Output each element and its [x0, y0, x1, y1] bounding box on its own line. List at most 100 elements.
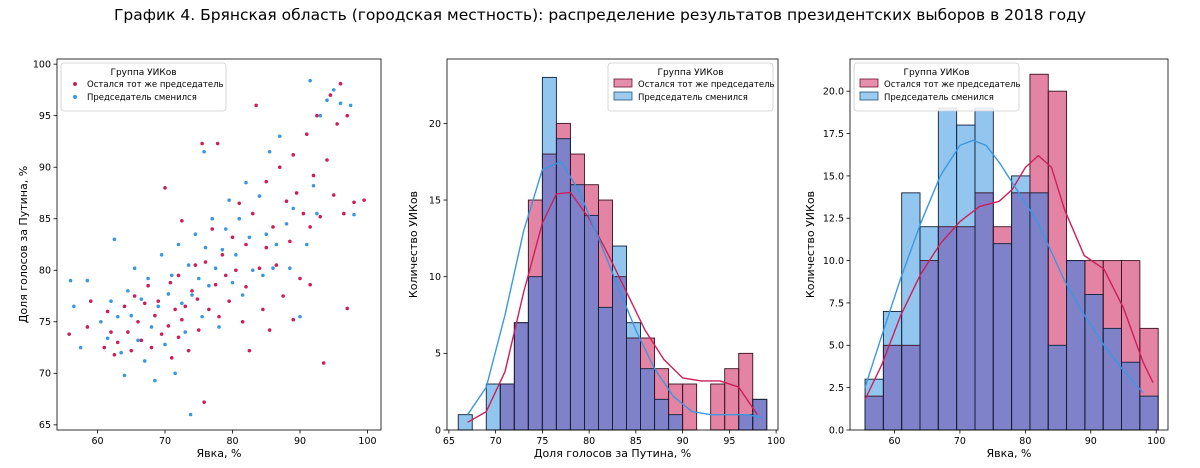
scatter-point-same	[264, 245, 269, 250]
scatter-point-same	[321, 361, 326, 365]
x-tick-label: 90	[1085, 436, 1097, 447]
bar-overlap	[612, 276, 627, 430]
scatter-point-changed	[250, 268, 255, 273]
bar-overlap	[738, 414, 753, 430]
scatter-point-same	[102, 345, 107, 350]
y-tick-label: 20	[429, 119, 441, 130]
scatter-point-changed	[217, 325, 221, 329]
legend-marker	[73, 82, 77, 86]
scatter-point-same	[264, 179, 269, 184]
scatter-point-same	[202, 400, 206, 404]
scatter-point-changed	[153, 378, 157, 383]
x-tick-label: 75	[536, 436, 548, 447]
bar-overlap	[956, 226, 975, 430]
y-tick-label: 15	[429, 195, 441, 206]
scatter-point-changed	[274, 242, 279, 247]
bar-same	[993, 226, 1012, 244]
scatter-point-changed	[129, 313, 134, 318]
scatter-point-same	[210, 227, 215, 231]
bar-overlap	[1121, 362, 1140, 430]
scatter-point-same	[142, 301, 147, 306]
axes-frame	[446, 58, 779, 431]
scatter-point-changed	[318, 113, 323, 118]
scatter-point-same	[267, 328, 272, 332]
scatter-point-changed	[78, 345, 83, 350]
bar-overlap	[1048, 345, 1067, 430]
scatter-point-changed	[227, 198, 231, 202]
x-tick-label: 100	[1147, 436, 1165, 447]
bar-changed	[612, 246, 627, 277]
scatter-point-changed	[166, 292, 171, 296]
scatter-panel: 60 70 80 90 100 65 70 75 80 85 90 95 100 Явка, % Доля …	[17, 58, 382, 460]
scatter-point-changed	[190, 293, 194, 297]
bar-same	[1048, 91, 1067, 346]
scatter-point-changed	[146, 276, 150, 281]
scatter-point-changed	[173, 371, 177, 376]
y-tick-label: 100	[33, 60, 51, 71]
scatter-point-changed	[298, 314, 302, 319]
bar-changed	[901, 192, 921, 346]
scatter-point-same	[345, 306, 350, 311]
y-tick-label: 0.0	[829, 425, 844, 436]
scatter-point-changed	[264, 232, 269, 236]
scatter-point-changed	[193, 232, 198, 236]
y-tick-label: 80	[39, 266, 51, 277]
scatter-point-same	[304, 132, 309, 137]
scatter-point-changed	[183, 330, 188, 334]
bar-same	[738, 353, 753, 415]
scatter-point-same	[288, 239, 292, 244]
scatter-point-changed	[240, 293, 245, 297]
legend-title: Группа УИКов	[110, 68, 176, 78]
scatter-point-same	[173, 307, 177, 312]
x-tick-label: 90	[294, 436, 306, 447]
bar-overlap	[570, 184, 585, 430]
x-tick-label: 70	[159, 436, 171, 447]
scatter-point-same	[277, 165, 282, 170]
x-tick-label: 60	[888, 436, 900, 447]
scatter-point-same	[328, 93, 333, 97]
scatter-point-same	[217, 314, 221, 319]
y-tick-label: 2.5	[829, 383, 844, 394]
scatter-point-same	[213, 282, 218, 287]
scatter-point-changed	[142, 359, 147, 363]
scatter-point-same	[311, 173, 316, 178]
y-tick-label: 90	[39, 163, 51, 174]
scatter-point-same	[298, 276, 302, 281]
bar-changed	[956, 125, 975, 227]
bar-changed	[486, 384, 501, 430]
scatter-point-same	[338, 81, 343, 86]
bar-changed	[1011, 175, 1030, 193]
bar-changed	[458, 414, 473, 430]
bar-changed	[865, 379, 884, 397]
bar-same	[710, 384, 725, 430]
legend-label: Председатель сменился	[87, 93, 197, 103]
x-tick-label: 80	[226, 436, 238, 447]
scatter-point-same	[163, 186, 167, 190]
scatter-point-same	[223, 273, 228, 278]
scatter-point-same	[274, 263, 279, 267]
scatter-point-changed	[230, 280, 235, 285]
scatter-point-changed	[105, 336, 110, 341]
scatter-point-same	[247, 348, 252, 353]
bar-same	[682, 384, 697, 430]
y-tick-label: 5.0	[829, 341, 844, 352]
x-tick-label: 80	[583, 436, 595, 447]
scatter-point-same	[237, 201, 242, 206]
bar-changed	[883, 311, 902, 346]
scatter-point-same	[220, 253, 225, 257]
bar-overlap	[542, 154, 557, 430]
scatter-point-changed	[169, 273, 174, 278]
bar-overlap	[626, 338, 641, 430]
kde-line-changed	[467, 161, 763, 419]
scatter-point-same	[146, 283, 150, 288]
legend-box	[60, 62, 227, 112]
scatter-point-changed	[188, 412, 193, 417]
legend-title: Группа УИКов	[903, 68, 969, 78]
scatter-point-same	[196, 328, 201, 332]
bar-same	[668, 384, 683, 415]
y-tick-label: 95	[39, 111, 51, 122]
bar-same	[528, 200, 543, 277]
scatter-point-same	[176, 273, 181, 278]
legend-swatch	[613, 78, 633, 88]
scatter-point-same	[301, 211, 306, 216]
